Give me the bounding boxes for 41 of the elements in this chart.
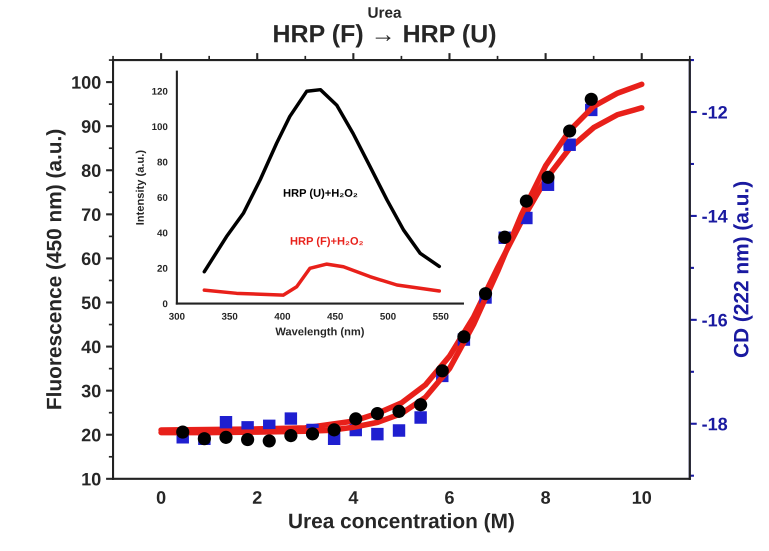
x-tick-label: 550 xyxy=(432,312,448,320)
y-tick-label: 60 xyxy=(157,194,168,201)
y2-tick-label: -16 xyxy=(702,314,728,327)
y2-tick-label: -12 xyxy=(702,106,727,119)
x-tick-label: 10 xyxy=(632,491,652,504)
x-tick-label: 4 xyxy=(348,491,358,504)
text: HRP (F)+H₂O₂ xyxy=(290,236,363,248)
y-tick-label: 70 xyxy=(82,208,100,222)
y2-tick-label: -14 xyxy=(702,210,728,222)
y2-axis-title: CD (222 nm) (a.u.) xyxy=(733,182,753,358)
y-tick-label: 50 xyxy=(82,296,100,310)
x-tick-label: 500 xyxy=(380,312,396,320)
chart-subtitle: Urea xyxy=(368,7,402,18)
y-tick-label: 40 xyxy=(81,340,100,354)
x-tick-label: 400 xyxy=(274,312,290,320)
x-axis-title: Urea concentration (M) xyxy=(289,513,514,532)
y-tick-label: 100 xyxy=(72,76,100,89)
x-axis-title: Wavelength (nm) xyxy=(275,327,364,338)
y-tick-label: 80 xyxy=(82,164,100,177)
chart-title: HRP (F) → HRP (U) xyxy=(274,24,496,48)
x-tick-label: 350 xyxy=(222,312,238,320)
y-tick-label: 10 xyxy=(82,472,100,486)
y-tick-label: 90 xyxy=(82,120,100,133)
x-tick-label: 6 xyxy=(445,491,454,504)
y-tick-label: 20 xyxy=(157,264,168,272)
series-label: HRP (U)+H₂O₂ xyxy=(284,188,358,200)
y-tick-label: 40 xyxy=(157,230,168,236)
y-tick-label: 0 xyxy=(162,300,168,308)
y-tick-label: 60 xyxy=(82,252,100,266)
x-tick-label: 2 xyxy=(252,491,262,504)
y-axis-title: Intensity (a.u.) xyxy=(136,150,146,225)
y-tick-label: 20 xyxy=(82,428,100,442)
x-tick-label: 300 xyxy=(168,312,185,320)
y-axis-title: Fluorescence (450 nm) (a.u.) xyxy=(46,130,66,409)
y-tick-label: 30 xyxy=(82,384,100,398)
y-tick-label: 100 xyxy=(152,123,168,130)
x-tick-label: 8 xyxy=(541,491,550,504)
x-tick-label: 450 xyxy=(327,312,343,320)
y2-tick-label: -18 xyxy=(702,418,728,430)
y-tick-label: 80 xyxy=(157,158,168,166)
y-tick-label: 120 xyxy=(152,88,168,95)
